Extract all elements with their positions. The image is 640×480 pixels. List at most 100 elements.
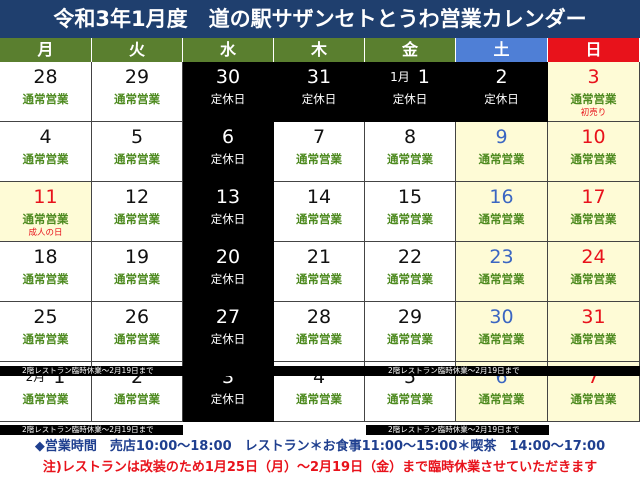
day-status: 通常営業: [22, 152, 69, 166]
day-number: 16: [456, 186, 547, 208]
day-value: 14: [306, 186, 332, 208]
day-value: 9: [495, 126, 508, 148]
weekday-header: 火: [92, 38, 183, 62]
day-status: 通常営業: [22, 212, 69, 226]
weekday-header: 月: [0, 38, 92, 62]
day-status: 定休日: [210, 92, 246, 106]
day-status: 通常営業: [114, 332, 160, 346]
calendar-day: 5 通常営業: [92, 122, 183, 182]
calendar-day: 2 定休日: [456, 62, 548, 122]
day-number: 18: [0, 246, 91, 268]
day-value: 18: [33, 246, 58, 268]
day-value: 10: [581, 126, 606, 148]
day-status: 通常営業: [570, 212, 617, 226]
day-number: 31: [274, 66, 364, 88]
day-value: 25: [33, 306, 58, 328]
day-number: 7: [274, 126, 364, 148]
day-value: 30: [215, 66, 241, 88]
day-number: 21: [274, 246, 364, 268]
day-value: 22: [397, 246, 423, 268]
calendar-day: 19 通常営業: [92, 242, 183, 302]
calendar-day: 8 通常営業: [365, 122, 456, 182]
day-status: 通常営業: [478, 392, 525, 406]
day-value: 31: [306, 66, 332, 88]
calendar-day: 20 定休日: [183, 242, 274, 302]
day-status: 通常営業: [114, 92, 160, 106]
day-number: 6: [183, 126, 273, 148]
day-status: 通常営業: [570, 152, 617, 166]
day-status: 定休日: [392, 92, 428, 106]
day-status: 定休日: [210, 152, 246, 166]
day-status: 通常営業: [114, 272, 160, 286]
day-number: 27: [183, 306, 273, 328]
day-number: 31: [548, 306, 639, 328]
day-number: 20: [183, 246, 273, 268]
day-number: 30: [183, 66, 273, 88]
day-number: 1月 1: [365, 66, 455, 88]
day-status: 通常営業: [296, 332, 342, 346]
calendar-day: 31 通常営業: [548, 302, 640, 362]
day-value: 19: [124, 246, 150, 268]
day-status: 通常営業: [478, 212, 525, 226]
calendar-title: 令和3年1月度 道の駅サザンセトとうわ営業カレンダー: [0, 0, 640, 38]
day-number: 11: [0, 186, 91, 208]
calendar-day: 9 通常営業: [456, 122, 548, 182]
day-number: 29: [92, 66, 182, 88]
weekday-header: 日: [548, 38, 640, 62]
day-value: 30: [489, 306, 514, 328]
calendar-day: 29 通常営業: [92, 62, 183, 122]
day-number: 4: [0, 126, 91, 148]
day-status: 通常営業: [22, 272, 69, 286]
day-status: 通常営業: [570, 92, 617, 106]
day-value: 20: [215, 246, 241, 268]
day-value: 7: [312, 126, 326, 148]
day-value: 29: [397, 306, 423, 328]
day-status: 通常営業: [114, 392, 160, 406]
calendar-day: 1月 1 定休日: [365, 62, 456, 122]
day-status: 通常営業: [478, 332, 525, 346]
month-label: 1月: [390, 70, 410, 84]
day-number: 28: [274, 306, 364, 328]
day-note: 成人の日: [28, 228, 63, 238]
day-number: 23: [456, 246, 547, 268]
day-number: 15: [365, 186, 455, 208]
day-number: 8: [365, 126, 455, 148]
day-status: 通常営業: [478, 272, 525, 286]
day-value: 28: [33, 66, 58, 88]
calendar-day: 17 通常営業: [548, 182, 640, 242]
weekday-header: 土: [456, 38, 548, 62]
day-value: 11: [33, 186, 58, 208]
day-number: 24: [548, 246, 639, 268]
day-status: 定休日: [210, 392, 246, 406]
calendar-day: 7 通常営業: [274, 122, 365, 182]
day-value: 6: [221, 126, 235, 148]
calendar-grid: 月火水木金土日 28 通常営業 29 通常営業 30 定休日 31 定休日 1月 1 定休日 2 定休日 3…: [0, 38, 640, 422]
day-status: 通常営業: [296, 152, 342, 166]
calendar-day: 16 通常営業: [456, 182, 548, 242]
day-status: 通常営業: [387, 212, 433, 226]
calendar-day: 21 通常営業: [274, 242, 365, 302]
day-status: 通常営業: [296, 392, 342, 406]
restaurant-closure-banner: 2階レストラン臨時休業～2月19日まで: [0, 425, 183, 435]
day-status: 通常営業: [387, 332, 433, 346]
day-status: 通常営業: [570, 392, 617, 406]
closure-notice: 注)レストランは改装のため1月25日（月）～2月19日（金）まで臨時休業させてい…: [42, 460, 598, 475]
day-status: 定休日: [210, 272, 246, 286]
calendar-day: 14 通常営業: [274, 182, 365, 242]
day-value: 29: [124, 66, 150, 88]
calendar-day: 11 通常営業成人の日: [0, 182, 92, 242]
calendar-day: 3 通常営業初売り: [548, 62, 640, 122]
day-status: 定休日: [210, 332, 246, 346]
day-number: 17: [548, 186, 639, 208]
day-value: 21: [306, 246, 332, 268]
day-value: 3: [587, 66, 600, 88]
calendar-day: 23 通常営業: [456, 242, 548, 302]
day-status: 通常営業: [570, 332, 617, 346]
day-value: 13: [215, 186, 241, 208]
restaurant-closure-banner: 2階レストラン臨時休業～2月19日まで: [366, 366, 640, 376]
day-note: 初売り: [580, 108, 607, 118]
day-number: 26: [92, 306, 182, 328]
day-status: 通常営業: [22, 332, 69, 346]
day-number: 2: [456, 66, 547, 88]
day-number: 29: [365, 306, 455, 328]
